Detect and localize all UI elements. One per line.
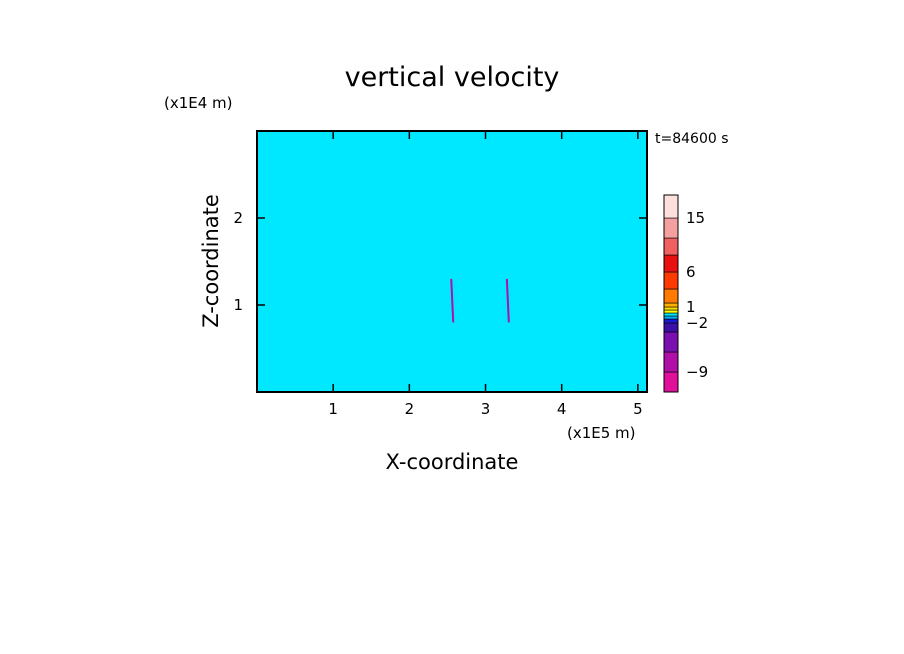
x-tick-label: 5 bbox=[633, 400, 643, 418]
colorbar-label: −9 bbox=[686, 363, 708, 381]
colorbar-band bbox=[663, 322, 679, 333]
x-axis-label: X-coordinate bbox=[386, 450, 519, 474]
colorbar-band bbox=[663, 315, 679, 320]
colorbar-label: 6 bbox=[686, 263, 696, 281]
colorbar-band bbox=[663, 306, 679, 311]
colorbar-band bbox=[663, 302, 679, 308]
y-axis-label: Z-coordinate bbox=[199, 194, 223, 328]
y-ticks: 12 bbox=[233, 209, 647, 314]
colorbar-frame bbox=[663, 194, 679, 393]
x-unit-label: (x1E5 m) bbox=[567, 424, 636, 442]
colorbar-band bbox=[663, 309, 679, 314]
updraft-streak bbox=[505, 278, 510, 323]
colorbar-band bbox=[663, 371, 679, 393]
updraft-streaks bbox=[450, 278, 510, 323]
x-ticks: 1 2 3 4 5 bbox=[328, 131, 643, 418]
time-label: t=84600 s bbox=[655, 131, 729, 147]
colorbar-band bbox=[663, 271, 679, 290]
colorbar-label: −2 bbox=[686, 314, 708, 332]
colorbar-band bbox=[663, 318, 679, 324]
y-tick-label: 1 bbox=[233, 296, 243, 314]
plot-area bbox=[257, 131, 647, 392]
colorbar-label: 1 bbox=[686, 298, 696, 316]
colorbar: 15 6 1−2 −9 bbox=[663, 194, 708, 393]
x-tick-label: 2 bbox=[405, 400, 415, 418]
colorbar-band bbox=[663, 351, 679, 373]
updraft-streak bbox=[450, 278, 455, 323]
chart-title: vertical velocity bbox=[345, 62, 560, 93]
x-tick-label: 3 bbox=[481, 400, 491, 418]
x-tick-label: 1 bbox=[328, 400, 338, 418]
colorbar-band bbox=[663, 288, 679, 304]
plot-frame bbox=[256, 130, 648, 393]
y-tick-label: 2 bbox=[233, 209, 243, 227]
colorbar-band bbox=[663, 331, 679, 353]
colorbar-band bbox=[663, 312, 679, 317]
colorbar-band bbox=[663, 217, 679, 239]
colorbar-band bbox=[663, 237, 679, 256]
colorbar-band bbox=[663, 254, 679, 273]
positive-field bbox=[257, 131, 647, 392]
colorbar-label: 15 bbox=[686, 209, 705, 227]
y-unit-label: (x1E4 m) bbox=[164, 94, 233, 112]
x-tick-label: 4 bbox=[557, 400, 567, 418]
colorbar-band bbox=[663, 194, 679, 219]
